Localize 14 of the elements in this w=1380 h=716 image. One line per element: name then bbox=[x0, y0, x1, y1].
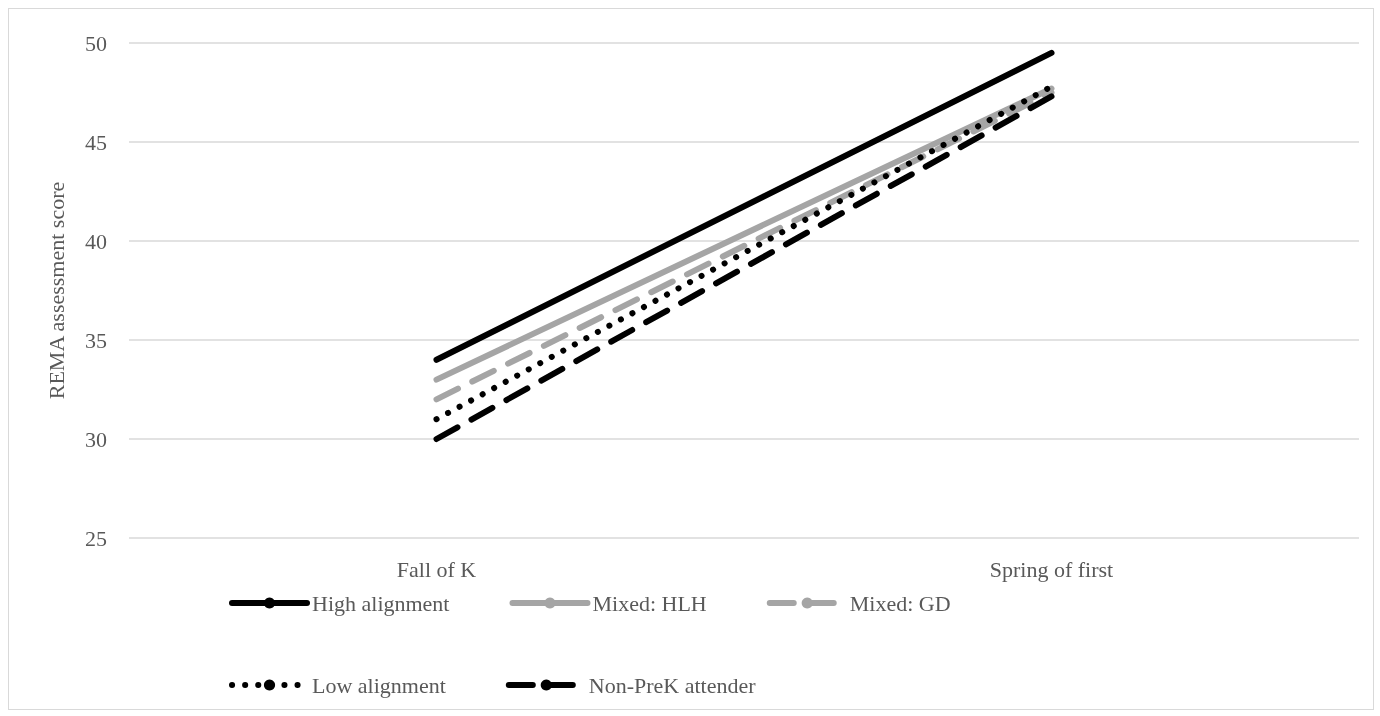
x-tick-label: Spring of first bbox=[989, 556, 1114, 582]
legend-label: Mixed: HLH bbox=[592, 590, 707, 616]
y-tick-label: 40 bbox=[85, 228, 107, 254]
y-axis-title: REMA assessment score bbox=[43, 181, 69, 400]
y-tick-label: 50 bbox=[85, 30, 107, 56]
legend-label: Non-PreK attender bbox=[588, 672, 757, 698]
x-tick-label: Fall of K bbox=[396, 556, 477, 582]
legend-label: Mixed: GD bbox=[849, 590, 951, 616]
y-tick-label: 45 bbox=[85, 129, 107, 155]
y-tick-label: 35 bbox=[85, 327, 107, 353]
legend-label: High alignment bbox=[312, 590, 450, 616]
legend-label: Low alignment bbox=[312, 672, 446, 698]
y-tick-label: 30 bbox=[85, 426, 107, 452]
y-tick-label: 25 bbox=[85, 525, 107, 551]
